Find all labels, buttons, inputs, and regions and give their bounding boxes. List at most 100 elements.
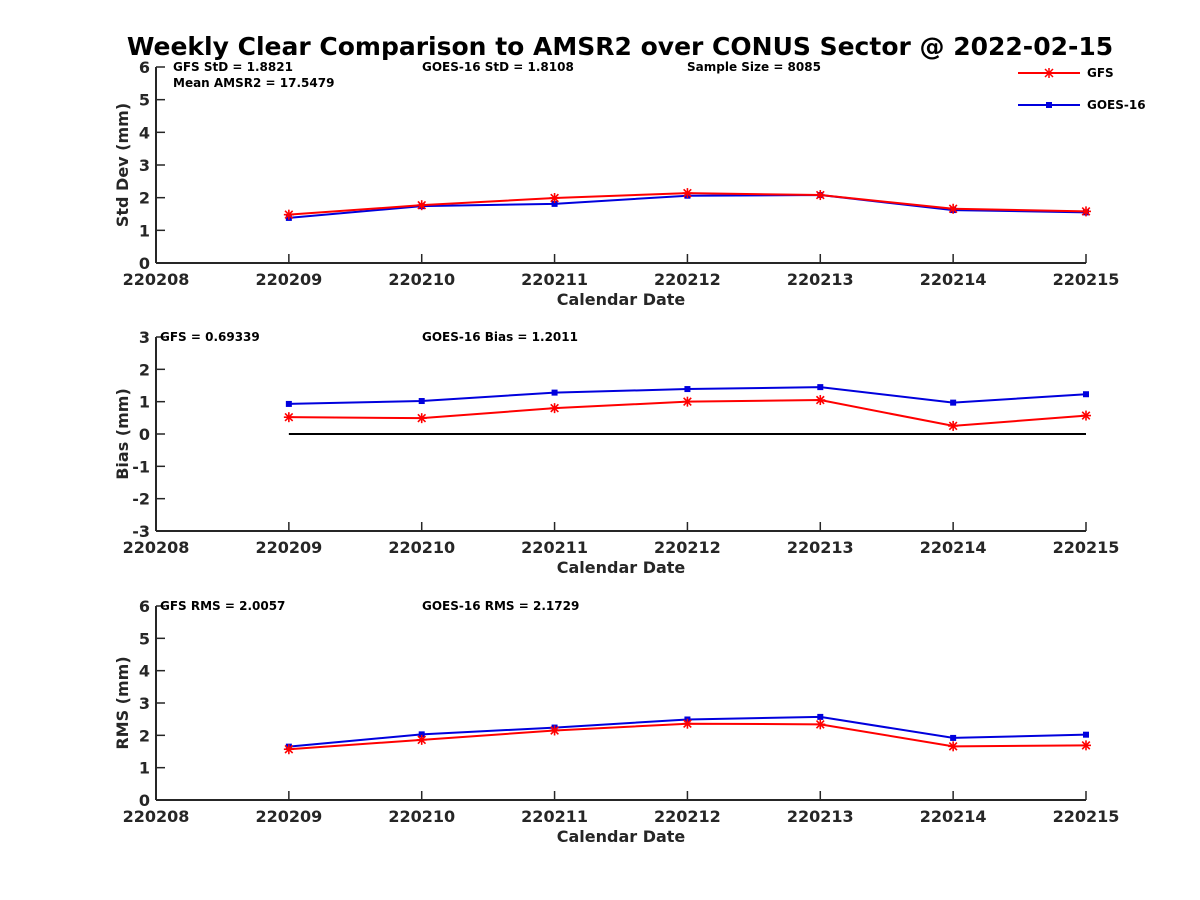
x-tick-label: 220210: [388, 807, 455, 826]
y-tick-label: 3: [139, 156, 150, 175]
goes16-point: [684, 386, 691, 393]
gfs-point: [283, 209, 294, 220]
legend-gfs-label: GFS: [1087, 66, 1114, 80]
stat-annotation: GOES-16 Bias = 1.2011: [422, 330, 578, 344]
gfs-point: [416, 413, 427, 424]
bias-panel: -3 -2 -1 0 1 2 3 220208 220209 220210 220211 220212…: [113, 328, 1119, 577]
y-tick-label: 6: [139, 58, 150, 77]
gfs-point: [549, 192, 560, 203]
goes16-point: [950, 734, 957, 741]
gfs-point: [416, 734, 427, 745]
y-axis-label: Std Dev (mm): [113, 103, 132, 227]
goes16-point: [551, 200, 558, 207]
x-tick-label: 220214: [920, 538, 987, 557]
gfs-point: [416, 200, 427, 211]
y-tick-label: 5: [139, 91, 150, 110]
y-tick-label: 4: [139, 123, 150, 142]
x-tick-label: 220212: [654, 538, 721, 557]
stat-annotation: GOES-16 StD = 1.8108: [422, 60, 574, 74]
x-tick-label: 220214: [920, 807, 987, 826]
gfs-point: [815, 719, 826, 730]
legend-goes16-label: GOES-16: [1087, 98, 1146, 112]
x-tick-label: 220209: [255, 807, 322, 826]
gfs-point: [682, 718, 693, 729]
rms-panel: 0 1 2 3 4 5 6 220208 220209 220210 220211 220212 220…: [113, 597, 1119, 846]
y-tick-label: 4: [139, 662, 150, 681]
x-tick-label: 220215: [1053, 538, 1120, 557]
gfs-point: [948, 741, 959, 752]
goes16-point: [285, 400, 292, 407]
x-tick-label: 220215: [1053, 270, 1120, 289]
gfs-point: [948, 203, 959, 214]
x-tick-label: 220208: [123, 807, 190, 826]
x-tick-label: 220208: [123, 538, 190, 557]
x-tick-label: 220213: [787, 538, 854, 557]
gfs-point: [815, 190, 826, 201]
gfs-point: [283, 412, 294, 423]
y-tick-label: 0: [139, 791, 150, 810]
y-tick-label: 3: [139, 328, 150, 347]
x-tick-label: 220210: [388, 538, 455, 557]
x-tick-label: 220212: [654, 270, 721, 289]
x-tick-label: 220215: [1053, 807, 1120, 826]
y-tick-label: 1: [139, 393, 150, 412]
legend-goes16-marker: [1046, 102, 1052, 108]
y-tick-label: 5: [139, 629, 150, 648]
goes16-point: [418, 398, 425, 405]
stat-annotation: Mean AMSR2 = 17.5479: [173, 76, 334, 90]
gfs-point: [1081, 206, 1091, 217]
y-tick-label: 2: [139, 726, 150, 745]
y-tick-label: 6: [139, 597, 150, 616]
gfs-point: [1081, 740, 1091, 751]
stat-annotation: GFS = 0.69339: [160, 330, 260, 344]
y-tick-label: 1: [139, 221, 150, 240]
x-tick-label: 220214: [920, 270, 987, 289]
y-tick-label: -2: [132, 490, 150, 509]
gfs-point: [682, 188, 693, 199]
stat-annotation: GOES-16 RMS = 2.1729: [422, 599, 579, 613]
gfs-point: [682, 396, 693, 407]
legend: GFS GOES-16: [1018, 66, 1146, 112]
legend-gfs-marker: [1044, 68, 1054, 78]
x-axis-label: Calendar Date: [557, 290, 686, 309]
y-tick-label: 2: [139, 360, 150, 379]
gfs-point: [948, 420, 959, 431]
stat-annotation: GFS StD = 1.8821: [173, 60, 293, 74]
x-tick-label: 220212: [654, 807, 721, 826]
stat-annotation: Sample Size = 8085: [687, 60, 821, 74]
std-dev-panel: 0 1 2 3 4 5 6 220208 220209 220210 220211 220212 220…: [113, 58, 1119, 309]
x-axis-label: Calendar Date: [557, 558, 686, 577]
x-tick-label: 220211: [521, 807, 588, 826]
gfs-point: [549, 725, 560, 736]
y-tick-label: 3: [139, 694, 150, 713]
gfs-point: [283, 744, 294, 755]
y-axis-label: RMS (mm): [113, 656, 132, 749]
x-tick-label: 220213: [787, 807, 854, 826]
y-tick-label: 1: [139, 759, 150, 778]
x-tick-label: 220213: [787, 270, 854, 289]
gfs-point: [1081, 410, 1091, 421]
y-tick-label: -3: [132, 522, 150, 541]
goes16-point: [551, 389, 558, 396]
stat-annotation: GFS RMS = 2.0057: [160, 599, 285, 613]
y-tick-label: 0: [139, 425, 150, 444]
x-tick-label: 220209: [255, 538, 322, 557]
gfs-point: [549, 403, 560, 414]
x-tick-label: 220211: [521, 538, 588, 557]
y-tick-label: 2: [139, 189, 150, 208]
figure-title: Weekly Clear Comparison to AMSR2 over CO…: [127, 32, 1113, 61]
x-tick-label: 220211: [521, 270, 588, 289]
goes16-point: [1083, 391, 1089, 398]
y-tick-label: -1: [132, 457, 150, 476]
y-tick-label: 0: [139, 254, 150, 273]
x-tick-label: 220208: [123, 270, 190, 289]
x-tick-label: 220210: [388, 270, 455, 289]
goes16-point: [817, 713, 824, 720]
goes16-point: [817, 384, 824, 391]
x-axis-label: Calendar Date: [557, 827, 686, 846]
goes16-point: [950, 399, 957, 406]
x-tick-label: 220209: [255, 270, 322, 289]
goes16-point: [418, 731, 425, 738]
y-axis-label: Bias (mm): [113, 388, 132, 480]
